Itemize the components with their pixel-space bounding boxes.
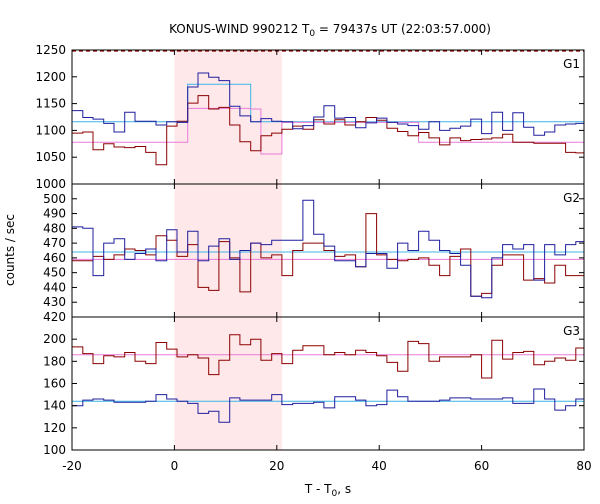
xtick-label: 60 xyxy=(474,459,489,473)
y-axis-label: counts / sec xyxy=(3,214,17,286)
panel-g2-series-blue xyxy=(72,199,585,299)
xtick-label: -20 xyxy=(62,459,82,473)
panel-g2-ytick-label: 480 xyxy=(43,221,66,235)
panel-g3-ytick-label: 140 xyxy=(43,399,66,413)
panel-g1-ytick-label: 1050 xyxy=(35,150,66,164)
panel-g2-ytick-label: 460 xyxy=(43,251,66,265)
panel-g3-series-blue xyxy=(72,388,584,423)
panel-g1-label: G1 xyxy=(563,57,580,71)
shaded-interval xyxy=(174,50,282,450)
chart-title: KONUS-WIND 990212 T0 = 79437s UT (22:03:… xyxy=(169,22,491,39)
panel-g1-series-pink xyxy=(72,107,584,155)
panel-g3-label: G3 xyxy=(563,324,580,338)
panel-g1-series-red xyxy=(72,95,585,166)
xtick-label: 40 xyxy=(372,459,387,473)
plot-layer: 100010501100115012001250G142043044045046… xyxy=(35,43,591,473)
panel-g1-series-blue xyxy=(72,72,585,136)
panel-g3-series-red xyxy=(72,334,585,379)
xtick-label: 0 xyxy=(171,459,179,473)
panel-g3-ytick-label: 160 xyxy=(43,377,66,391)
panel-g2-ytick-label: 490 xyxy=(43,207,66,221)
panel-g2-ytick-label: 440 xyxy=(43,280,66,294)
panel-g2-series-red xyxy=(72,213,585,297)
panel-g2-ytick-label: 420 xyxy=(43,310,66,324)
panel-g1-series-cyan xyxy=(72,83,584,123)
panel-g1-frame xyxy=(71,49,585,185)
panel-g2-ytick-label: 430 xyxy=(43,295,66,309)
panel-g3-ytick-label: 200 xyxy=(43,332,66,346)
panel-g2-ytick-label: 450 xyxy=(43,266,66,280)
x-axis-label-rest: , s xyxy=(337,482,351,496)
xtick-label: 80 xyxy=(576,459,591,473)
panel-g3-ytick-label: 120 xyxy=(43,421,66,435)
x-axis-label: T - T0, s xyxy=(304,482,351,499)
panel-g3-ytick-label: 100 xyxy=(43,443,66,457)
panel-g1-ytick-label: 1200 xyxy=(35,70,66,84)
title-rest: = 79437s UT (22:03:57.000) xyxy=(315,22,491,36)
panel-g2-ytick-label: 470 xyxy=(43,236,66,250)
panel-g2-ytick-label: 500 xyxy=(43,192,66,206)
panel-g3-ytick-label: 180 xyxy=(43,354,66,368)
panel-g3-frame xyxy=(71,316,585,451)
xtick-label: 20 xyxy=(269,459,284,473)
x-axis-label-subscript: 0 xyxy=(332,489,338,499)
panel-g1-ytick-label: 1150 xyxy=(35,97,66,111)
panel-g1-ytick-label: 1250 xyxy=(35,43,66,57)
title-subscript: 0 xyxy=(309,29,315,39)
panel-g1-ytick-label: 1100 xyxy=(35,123,66,137)
panel-g2-label: G2 xyxy=(563,191,580,205)
panel-g1-ytick-label: 1000 xyxy=(35,177,66,191)
